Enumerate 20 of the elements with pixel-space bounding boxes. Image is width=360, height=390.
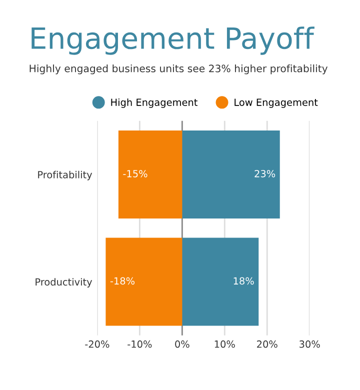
- x-tick-label: -20%: [85, 340, 110, 348]
- data-label: 18%: [234, 277, 254, 285]
- x-tick-label: 0%: [175, 340, 190, 348]
- data-label: 23%: [254, 170, 276, 178]
- chart-subtitle: Highly engaged business units see 23% higher profitability: [30, 64, 328, 74]
- bar: [182, 130, 280, 218]
- legend-label: Low Engagement: [234, 98, 318, 108]
- x-tick-label: -10%: [128, 340, 152, 348]
- bar: [182, 238, 259, 326]
- data-label: -18%: [110, 277, 135, 285]
- bar: [118, 130, 182, 218]
- y-tick-label: Profitability: [38, 170, 92, 180]
- x-tick-label: 10%: [214, 340, 235, 348]
- data-label: -15%: [123, 170, 148, 178]
- bar: [106, 238, 182, 326]
- x-tick-label: 20%: [257, 340, 278, 348]
- chart-title: Engagement Payoff: [32, 26, 314, 55]
- legend-label: High Engagement: [111, 98, 198, 108]
- y-tick-label: Productivity: [36, 278, 92, 288]
- x-tick-label: 30%: [300, 340, 320, 348]
